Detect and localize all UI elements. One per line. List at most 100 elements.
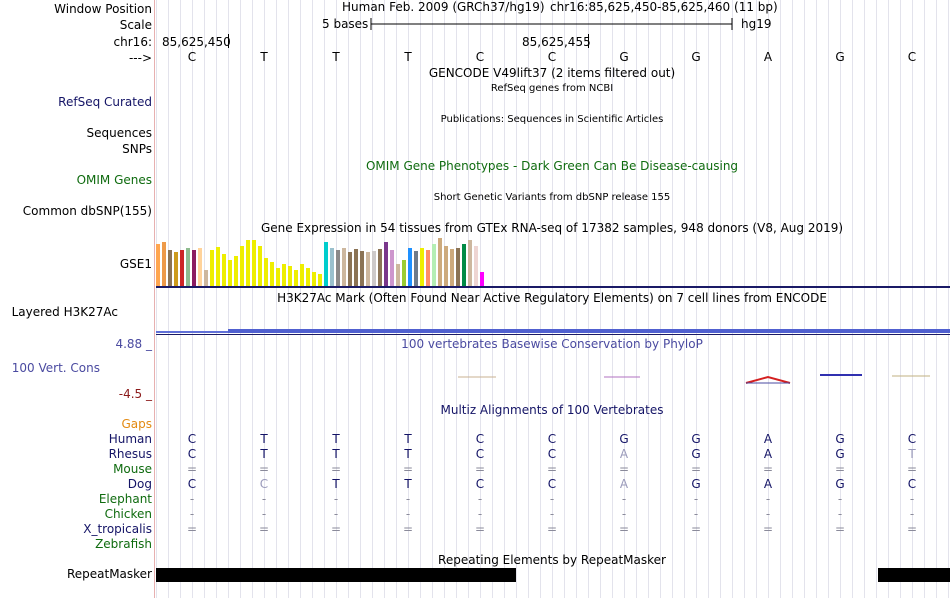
omim-track-label[interactable]: OMIM Genes: [76, 173, 152, 187]
sequences-track-label[interactable]: Sequences: [86, 126, 152, 140]
gtex-tissue-bar[interactable]: [282, 264, 286, 286]
gtex-tissue-bar[interactable]: [444, 246, 448, 286]
gtex-tissue-bar[interactable]: [456, 248, 460, 286]
omim-track-title[interactable]: OMIM Gene Phenotypes - Dark Green Can Be…: [365, 159, 739, 173]
gridline: [948, 0, 949, 598]
gtex-tissue-bar[interactable]: [276, 268, 280, 286]
dbsnp-track-label[interactable]: Common dbSNP(155): [22, 204, 152, 218]
gridline: [564, 0, 565, 598]
gtex-tissue-bar[interactable]: [390, 250, 394, 286]
species-label[interactable]: Chicken: [104, 507, 152, 521]
species-label[interactable]: Human: [108, 432, 152, 446]
gtex-tissue-bar[interactable]: [294, 270, 298, 286]
gtex-tissue-bar[interactable]: [426, 250, 430, 286]
gtex-tissue-bar[interactable]: [360, 251, 364, 286]
cons-track-label[interactable]: 100 Vert. Cons: [11, 361, 100, 375]
gaps-track-label[interactable]: Gaps: [121, 417, 152, 431]
repeatmasker-element[interactable]: [878, 568, 950, 582]
gtex-tissue-bar[interactable]: [240, 246, 244, 286]
alignment-base: -: [909, 492, 915, 506]
gtex-tissue-bar[interactable]: [474, 246, 478, 286]
species-label[interactable]: Zebrafish: [95, 537, 152, 551]
gtex-tissue-bar[interactable]: [396, 264, 400, 286]
gtex-tissue-bar[interactable]: [336, 250, 340, 286]
gtex-tissue-bar[interactable]: [258, 246, 262, 286]
gtex-tissue-bar[interactable]: [480, 272, 484, 286]
repeatmasker-track-label[interactable]: RepeatMasker: [66, 567, 152, 581]
gtex-tissue-bar[interactable]: [216, 247, 220, 286]
gtex-tissue-bar[interactable]: [330, 248, 334, 286]
cons-track-title[interactable]: 100 vertebrates Basewise Conservation by…: [401, 337, 703, 351]
gencode-track-title[interactable]: GENCODE V49lift37 (2 items filtered out): [428, 66, 676, 80]
gtex-tissue-bar[interactable]: [354, 249, 358, 286]
gridline: [576, 0, 577, 598]
gtex-tissue-bar[interactable]: [174, 252, 178, 286]
alignment-base: -: [837, 492, 843, 506]
gse1-track-label[interactable]: GSE1: [119, 257, 152, 271]
gtex-tissue-bar[interactable]: [432, 244, 436, 286]
gtex-tissue-bar[interactable]: [318, 274, 322, 286]
species-label[interactable]: Elephant: [98, 492, 152, 506]
gtex-tissue-bar[interactable]: [234, 256, 238, 286]
species-label[interactable]: X_tropicalis: [83, 522, 152, 536]
gtex-tissue-bar[interactable]: [204, 270, 208, 286]
gtex-tissue-bar[interactable]: [252, 240, 256, 286]
gtex-tissue-bar[interactable]: [180, 250, 184, 286]
gtex-tissue-bar[interactable]: [186, 248, 190, 286]
gtex-tissue-bar[interactable]: [270, 262, 274, 286]
gtex-tissue-bar[interactable]: [378, 249, 382, 286]
species-label[interactable]: Rhesus: [108, 447, 152, 461]
gtex-tissue-bar[interactable]: [348, 252, 352, 286]
gridline: [480, 0, 481, 598]
gtex-tissue-bar[interactable]: [408, 248, 412, 286]
gtex-tissue-bar[interactable]: [198, 248, 202, 286]
gtex-tissue-bar[interactable]: [228, 260, 232, 286]
alignment-base: -: [549, 492, 555, 506]
multiz-track-title[interactable]: Multiz Alignments of 100 Vertebrates: [440, 403, 664, 417]
gtex-tissue-bar[interactable]: [264, 258, 268, 286]
gtex-tissue-bar[interactable]: [162, 242, 166, 286]
gridline: [768, 0, 769, 598]
gtex-tissue-bar[interactable]: [222, 254, 226, 286]
h3k27-track-title[interactable]: H3K27Ac Mark (Often Found Near Active Re…: [277, 291, 827, 305]
repeatmasker-track-title[interactable]: Repeating Elements by RepeatMasker: [438, 553, 666, 567]
gtex-tissue-bar[interactable]: [402, 260, 406, 286]
refseq-track-label[interactable]: RefSeq Curated: [58, 95, 152, 109]
gtex-tissue-bar[interactable]: [366, 252, 370, 286]
gridline: [720, 0, 721, 598]
gtex-tissue-bar[interactable]: [246, 240, 250, 286]
gtex-tissue-bar[interactable]: [414, 251, 418, 286]
species-label[interactable]: Dog: [127, 477, 152, 491]
gtex-tissue-bar[interactable]: [450, 249, 454, 286]
gtex-tissue-bar[interactable]: [168, 250, 172, 286]
gtex-tissue-bar[interactable]: [288, 266, 292, 286]
h3k27-track-label[interactable]: Layered H3K27Ac: [11, 305, 118, 319]
gtex-tissue-bar[interactable]: [210, 250, 214, 286]
gridline: [552, 0, 553, 598]
gtex-tissue-bar[interactable]: [312, 272, 316, 286]
gtex-track-title[interactable]: Gene Expression in 54 tissues from GTEx …: [260, 221, 844, 235]
track-data-area[interactable]: Human Feb. 2009 (GRCh37/hg19) chr16:85,6…: [156, 0, 950, 598]
gtex-bar-chart[interactable]: [156, 238, 536, 286]
alignment-base: -: [621, 507, 627, 521]
gtex-tissue-bar[interactable]: [384, 242, 388, 286]
gtex-tissue-bar[interactable]: [156, 244, 160, 286]
species-label[interactable]: Mouse: [113, 462, 152, 476]
gtex-tissue-bar[interactable]: [420, 248, 424, 286]
alignment-base: -: [405, 492, 411, 506]
gtex-tissue-bar[interactable]: [324, 242, 328, 286]
alignment-base: G: [835, 477, 845, 491]
gtex-tissue-bar[interactable]: [438, 238, 442, 286]
snps-track-label[interactable]: SNPs: [122, 142, 152, 156]
gtex-tissue-bar[interactable]: [306, 268, 310, 286]
gridline: [540, 0, 541, 598]
gtex-tissue-bar[interactable]: [372, 251, 376, 286]
gtex-tissue-bar[interactable]: [342, 248, 346, 286]
gtex-tissue-bar[interactable]: [192, 250, 196, 286]
gtex-tissue-bar[interactable]: [300, 264, 304, 286]
repeatmasker-element[interactable]: [156, 568, 516, 582]
gridline: [528, 0, 529, 598]
gtex-tissue-bar[interactable]: [462, 244, 466, 286]
gtex-tissue-bar[interactable]: [468, 240, 472, 286]
